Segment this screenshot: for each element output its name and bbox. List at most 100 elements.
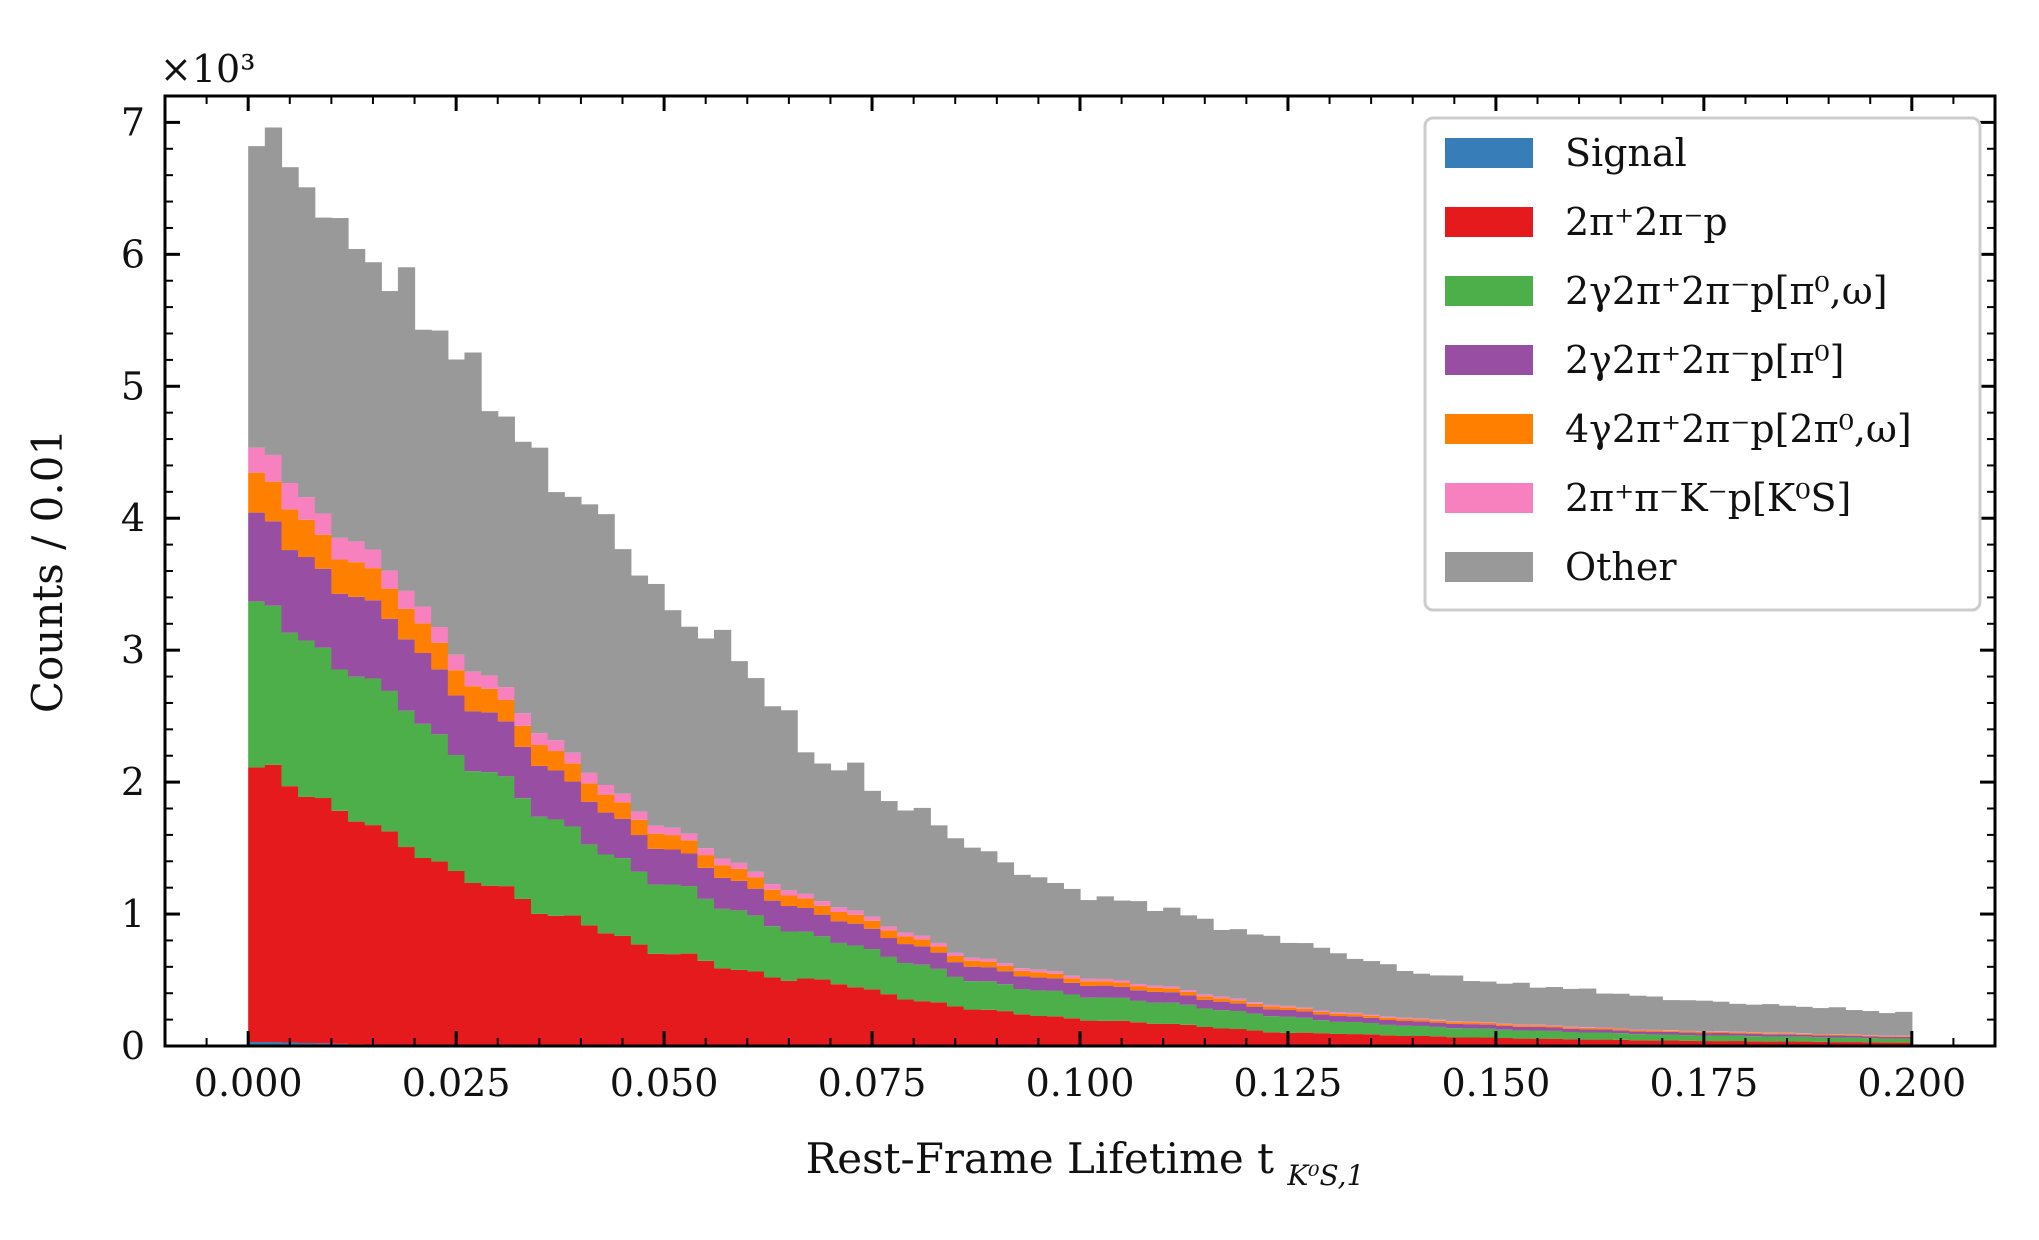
bar-6-bin-65 [1329,953,1347,1013]
bar-1-bin-45 [996,1011,1015,1046]
bar-1-bin-18 [547,915,565,1046]
bar-4-bin-14 [481,688,499,713]
bar-1-bin-93 [1795,1041,1813,1046]
bar-5-bin-29 [730,862,748,869]
bar-2-bin-7 [364,678,382,826]
bar-4-bin-37 [863,920,881,929]
bar-2-bin-1 [264,605,283,765]
bar-2-bin-56 [1179,1004,1198,1025]
bar-6-bin-25 [664,610,682,828]
bar-5-bin-68 [1379,1016,1397,1018]
bar-1-bin-14 [481,885,499,1046]
bar-6-bin-84 [1645,996,1663,1030]
bar-2-bin-61 [1263,1016,1281,1033]
bar-2-bin-57 [1196,1008,1214,1028]
bar-5-bin-26 [680,833,698,841]
y-multiplier: ×10³ [160,47,255,91]
bar-6-bin-31 [763,706,782,885]
bar-3-bin-80 [1579,1029,1597,1033]
bar-5-bin-10 [414,606,432,624]
bar-4-bin-33 [797,898,815,908]
bar-2-bin-11 [431,734,449,862]
bar-4-bin-10 [414,623,432,653]
bar-4-bin-95 [1828,1034,1846,1036]
bar-3-bin-58 [1213,1001,1231,1011]
bar-6-bin-10 [414,329,432,607]
bar-4-bin-86 [1678,1031,1697,1033]
bar-3-bin-72 [1446,1023,1464,1029]
bar-4-bin-3 [298,519,316,558]
bar-2-bin-42 [946,976,965,1007]
bar-4-bin-85 [1662,1030,1680,1032]
bar-2-bin-0 [248,601,266,768]
bar-2-bin-38 [880,956,898,995]
bar-6-bin-11 [431,330,449,628]
bar-1-bin-58 [1213,1028,1231,1046]
bar-5-bin-81 [1595,1027,1613,1029]
x-tick-label: 0.025 [402,1061,511,1105]
bar-5-bin-77 [1529,1024,1547,1026]
bar-6-bin-48 [1046,882,1064,972]
bar-3-bin-17 [531,765,549,817]
bar-6-bin-69 [1396,971,1414,1018]
bar-5-bin-67 [1362,1014,1381,1016]
bar-2-bin-52 [1113,997,1131,1021]
bar-3-bin-4 [314,568,332,648]
bar-3-bin-48 [1046,978,1064,991]
bar-6-bin-20 [580,504,599,773]
bar-4-bin-13 [464,686,482,712]
bar-3-bin-10 [414,652,432,724]
bar-4-bin-70 [1412,1019,1430,1022]
bar-1-bin-79 [1562,1039,1580,1046]
y-axis-label: Counts / 0.01 [23,429,72,713]
bar-6-bin-93 [1795,1006,1813,1034]
bar-6-bin-26 [680,626,698,834]
bar-4-bin-83 [1629,1030,1647,1032]
bar-1-bin-43 [963,1009,981,1046]
bar-6-bin-8 [381,291,399,571]
bar-3-bin-22 [614,818,632,859]
y-tick-label: 3 [121,628,145,672]
bar-3-bin-86 [1678,1032,1697,1036]
bar-6-bin-3 [298,187,316,498]
bar-1-bin-98 [1878,1042,1896,1046]
bar-5-bin-90 [1745,1032,1763,1033]
bar-5-bin-28 [714,858,732,866]
bar-3-bin-39 [897,944,915,963]
bar-6-bin-96 [1845,1010,1863,1035]
bar-2-bin-37 [863,949,881,990]
bar-1-bin-17 [531,913,549,1046]
bar-5-bin-47 [1030,969,1048,973]
bar-1-bin-33 [797,978,815,1046]
y-tick-label: 5 [121,364,145,408]
bar-1-bin-89 [1728,1041,1747,1046]
bar-2-bin-30 [747,915,765,972]
bar-2-bin-59 [1229,1010,1247,1030]
bar-1-bin-57 [1196,1027,1214,1046]
bar-5-bin-73 [1462,1021,1480,1023]
bar-1-bin-54 [1146,1023,1164,1046]
bar-5-bin-46 [1013,968,1031,971]
bar-4-bin-49 [1063,978,1081,983]
bar-4-bin-66 [1346,1014,1364,1017]
axis-ticks [165,96,1995,1048]
bar-4-bin-47 [1030,972,1048,978]
bar-6-bin-98 [1878,1013,1896,1036]
bar-3-bin-74 [1479,1024,1497,1029]
bar-3-bin-26 [680,853,698,887]
bar-4-bin-94 [1812,1034,1830,1036]
bar-2-bin-75 [1495,1029,1514,1039]
bar-2-bin-10 [414,723,432,858]
bar-2-bin-18 [547,819,565,916]
bar-3-bin-77 [1529,1026,1547,1031]
bar-3-bin-32 [780,906,798,932]
bar-3-bin-46 [1013,976,1031,990]
x-tick-label: 0.200 [1857,1061,1966,1105]
bar-6-bin-22 [614,549,632,794]
bar-5-bin-35 [830,907,848,912]
bar-6-bin-12 [447,359,466,655]
bar-6-bin-61 [1263,935,1281,1005]
bar-5-bin-17 [531,733,549,746]
bar-4-bin-24 [647,833,665,849]
bar-6-bin-4 [314,217,332,514]
